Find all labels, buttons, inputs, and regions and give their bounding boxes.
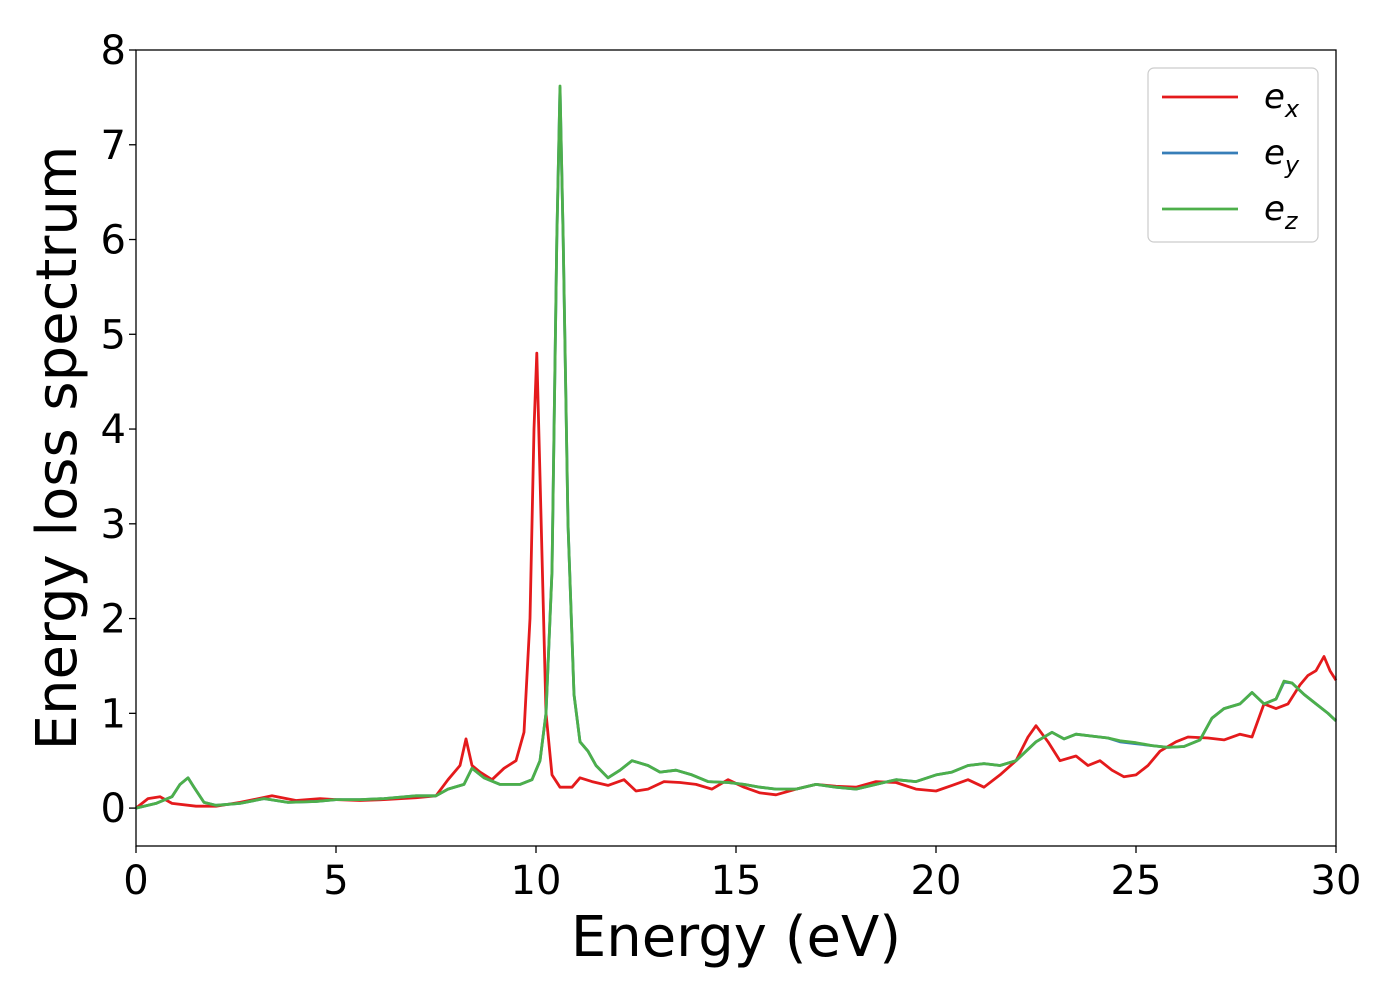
ticks-layer: 0 5 10 15 20 25 30 0 1 2 3 4 5 6 7 8	[101, 28, 1362, 904]
legend-box	[1147, 67, 1319, 243]
x-axis-label: Energy (eV)	[571, 905, 901, 970]
y-tick-label-3: 3	[101, 502, 126, 548]
y-axis-label: Energy loss spectrum	[25, 146, 90, 751]
x-tick-label-15: 15	[711, 858, 762, 904]
x-tick-label-0: 0	[123, 858, 148, 904]
y-tick-label-1: 1	[101, 691, 126, 737]
y-tick-label-6: 6	[101, 218, 126, 264]
x-tick-label-30: 30	[1311, 858, 1362, 904]
legend-label-ey: ey	[1264, 133, 1300, 179]
y-tick-label-7: 7	[101, 123, 126, 169]
x-tick-label-10: 10	[511, 858, 562, 904]
x-tick-label-5: 5	[323, 858, 348, 904]
legend-label-ez: ez	[1264, 189, 1299, 235]
x-tick-label-25: 25	[1111, 858, 1162, 904]
series-layer	[135, 84, 1338, 810]
legend: ex ey ez	[1147, 67, 1319, 243]
series-line-ez	[135, 84, 1337, 810]
y-tick-label-4: 4	[101, 407, 126, 453]
y-tick-label-2: 2	[101, 597, 126, 643]
legend-items: ex ey ez	[1162, 77, 1300, 235]
y-tick-label-5: 5	[101, 312, 126, 358]
x-tick-label-20: 20	[911, 858, 962, 904]
y-tick-label-0: 0	[101, 786, 126, 832]
y-tick-label-8: 8	[101, 28, 126, 74]
legend-label-ex: ex	[1264, 77, 1300, 123]
